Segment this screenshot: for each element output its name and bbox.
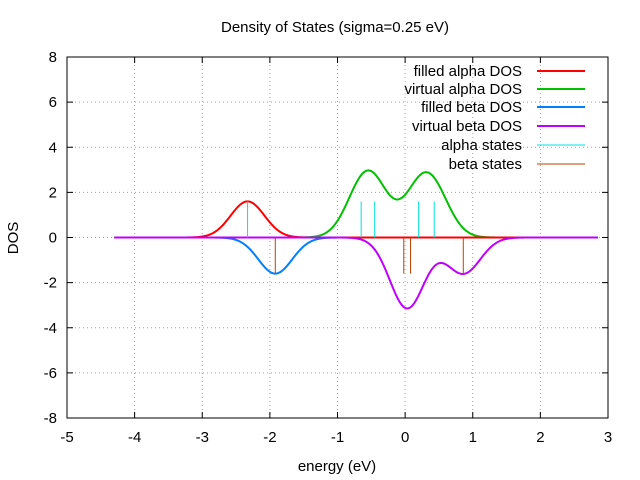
x-tick-labels: -5 -4 -3 -2 -1 0 1 2 3 bbox=[60, 429, 612, 446]
x-tick-label: 1 bbox=[469, 429, 477, 446]
y-tick-label: 8 bbox=[49, 49, 57, 66]
x-tick-label: -4 bbox=[128, 429, 141, 446]
legend-label-filled-alpha-dos: filled alpha DOS bbox=[414, 63, 522, 80]
virtual-beta-dos-curve bbox=[114, 236, 598, 310]
y-tick-label: -4 bbox=[44, 320, 57, 337]
tick-marks bbox=[66, 56, 609, 419]
y-tick-label: 4 bbox=[49, 139, 57, 156]
y-axis-label: DOS bbox=[5, 222, 22, 255]
x-tick-label: 0 bbox=[401, 429, 409, 446]
y-tick-label: -6 bbox=[44, 365, 57, 382]
legend-label-virtual-alpha-dos: virtual alpha DOS bbox=[404, 81, 522, 98]
y-tick-label: 6 bbox=[49, 94, 57, 111]
x-tick-label: -2 bbox=[263, 429, 276, 446]
x-tick-label: -5 bbox=[60, 429, 73, 446]
y-tick-label: 2 bbox=[49, 184, 57, 201]
x-tick-label: -1 bbox=[331, 429, 344, 446]
y-tick-labels: -8 -6 -4 -2 0 2 4 6 8 bbox=[44, 49, 57, 427]
legend-label-beta-states: beta states bbox=[449, 156, 522, 173]
y-tick-label: 0 bbox=[49, 230, 57, 247]
state-sticks bbox=[247, 201, 464, 274]
x-tick-label: 3 bbox=[604, 429, 612, 446]
legend-label-virtual-beta-dos: virtual beta DOS bbox=[412, 118, 522, 135]
chart-title: Density of States (sigma=0.25 eV) bbox=[221, 19, 449, 36]
legend-label-alpha-states: alpha states bbox=[441, 137, 522, 154]
x-axis-label: energy (eV) bbox=[298, 458, 376, 475]
x-tick-label: -3 bbox=[196, 429, 209, 446]
legend-label-filled-beta-dos: filled beta DOS bbox=[421, 99, 522, 116]
y-tick-label: -8 bbox=[44, 410, 57, 427]
curves bbox=[114, 169, 598, 310]
y-tick-label: -2 bbox=[44, 275, 57, 292]
x-tick-label: 2 bbox=[536, 429, 544, 446]
